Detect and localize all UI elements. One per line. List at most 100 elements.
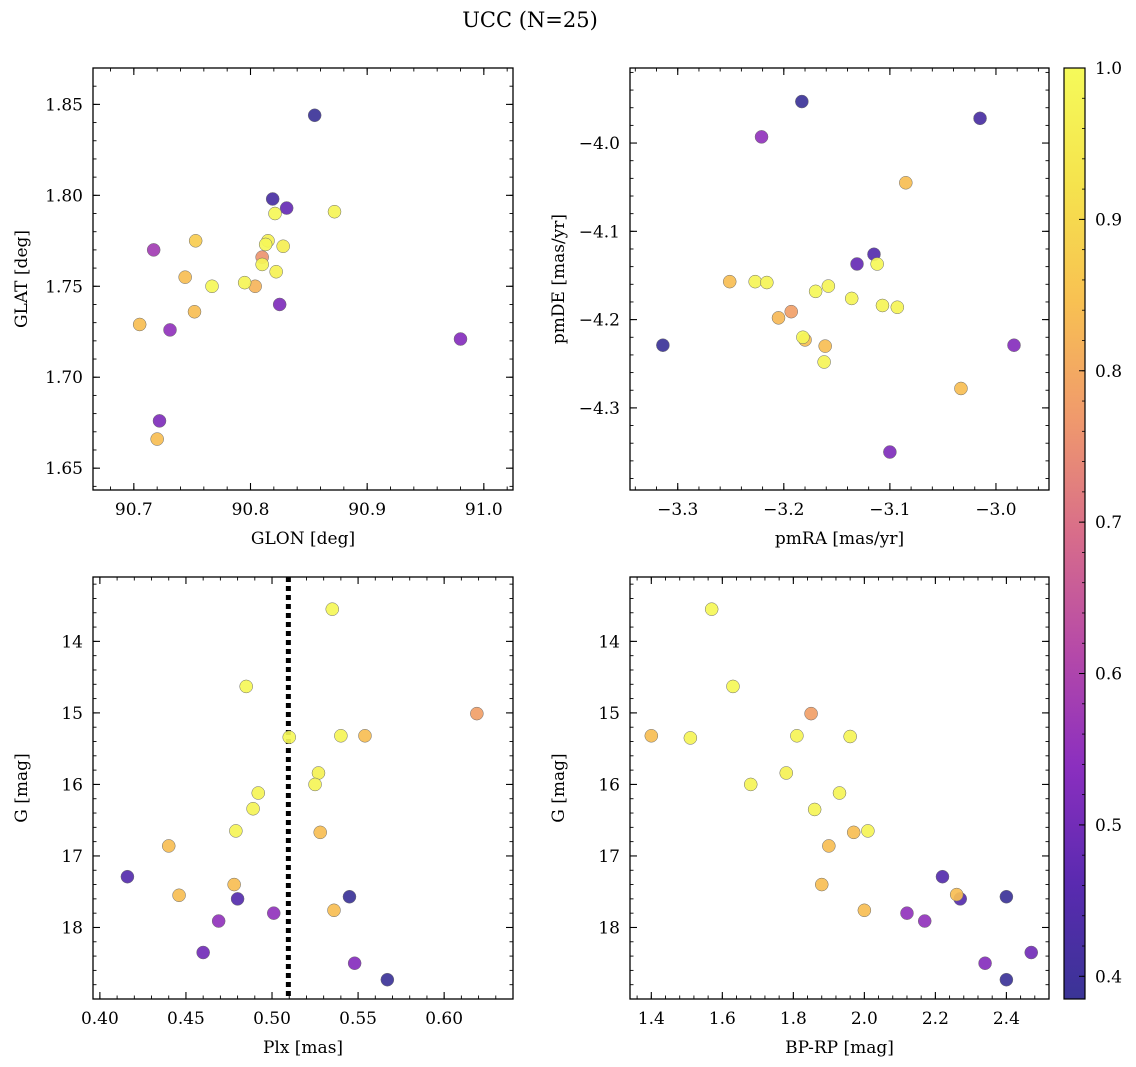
points-p3 [120,602,484,987]
x-tick-label: 0.55 [339,1009,377,1029]
colorbar-tick-label: 1.0 [1095,59,1122,79]
x-axis-label: GLON [deg] [251,529,355,549]
scatter-point [861,824,875,838]
scatter-point [949,887,964,902]
scatter-point [188,234,203,248]
scatter-point [1024,945,1038,960]
y-tick-label: 17 [61,847,83,867]
scatter-point [821,279,836,293]
y-tick-label: 1.65 [45,459,83,479]
y-tick-label: 14 [61,632,83,652]
colorbar-tick-label: 0.7 [1095,513,1122,533]
scatter-point [172,888,186,903]
scatter-point [779,766,793,780]
x-tick-label: 1.4 [638,1009,665,1029]
scatter-point [850,257,864,271]
scatter-point [883,445,897,459]
y-axis-label: GLAT [deg] [12,230,32,328]
y-tick-label: 1.70 [45,368,83,388]
scatter-point [237,275,252,290]
scatter-point [999,889,1014,904]
scatter-point [743,777,758,792]
scatter-point [683,731,698,745]
scatter-point [229,824,243,838]
scatter-point [347,956,362,970]
x-tick-label: −3.2 [763,500,804,520]
scatter-point [832,786,847,800]
ticks-p3: 0.40 0.45 0.50 0.55 0.60 14 15 16 17 18 [61,577,514,1029]
y-tick-label: −4.1 [579,222,620,242]
y-tick-label: 18 [598,918,620,938]
scatter-point [279,201,294,215]
colorbar-tick-label: 0.5 [1095,816,1122,836]
panel-p4: 1.4 1.6 1.8 2.0 2.2 2.4 14 15 16 17 18 BP-RP [mag] G… [549,576,1050,1058]
y-tick-label: −4.0 [579,134,620,154]
scatter-point [269,264,283,279]
x-tick-label: 90.8 [232,500,270,520]
scatter-point [973,111,987,126]
colorbar-tick-label: 0.8 [1095,362,1122,382]
scatter-point [255,257,269,272]
x-tick-label: 1.6 [709,1009,736,1029]
x-tick-label: 0.50 [253,1009,291,1029]
scatter-point [875,298,890,313]
colorbar-frame [1063,67,1086,1000]
scatter-point [327,204,342,219]
y-tick-label: 16 [598,775,620,795]
scatter-panels: 90.7 90.8 90.9 91.0 1.65 1.70 1.75 1.80 1.85 GLON… [12,67,1050,1058]
scatter-point [327,903,341,918]
colorbar-tick-label: 0.4 [1095,967,1122,987]
y-tick-label: 15 [61,704,83,724]
y-tick-label: 1.80 [45,186,83,206]
y-tick-label: 1.85 [45,95,83,115]
scatter-point [196,945,210,960]
axes-frame [629,576,1050,1000]
scatter-point [470,706,484,721]
figure-title: UCC (N=25) [462,8,598,32]
x-tick-label: 0.40 [81,1009,119,1029]
scatter-point [900,906,914,920]
scatter-point [722,274,737,289]
x-axis-label: pmRA [mas/yr] [775,529,904,549]
axes-frame [629,67,1050,491]
y-tick-label: 17 [598,847,620,867]
points-p1 [132,108,468,446]
y-tick-label: −4.2 [579,311,620,331]
scatter-point [178,270,192,284]
panel-p1: 90.7 90.8 90.9 91.0 1.65 1.70 1.75 1.80 1.85 GLON… [12,67,514,549]
points-p4 [644,602,1038,987]
scatter-point [808,284,823,299]
scatter-point [161,839,176,853]
scatter-point [266,906,281,920]
ticks-p1: 90.7 90.8 90.9 91.0 1.65 1.70 1.75 1.80 1.85 [45,67,513,520]
scatter-point [268,206,282,221]
colorbar: 0.4 0.5 0.6 0.7 0.8 0.9 1.0 [1063,59,1122,1000]
ticks-p2: −3.3 −3.2 −3.1 −3.0 −4.3 −4.2 −4.1 −4.0 [579,68,1049,520]
scatter-point [857,903,872,918]
scatter-point [754,130,769,144]
scatter-point [152,414,167,428]
scatter-point [843,729,857,744]
points-p2 [656,94,1021,459]
scatter-point [258,237,273,252]
x-tick-label: 91.0 [465,500,503,520]
scatter-point [846,825,861,840]
scatter-point [890,300,905,315]
scatter-point [784,304,798,319]
scatter-point [804,706,818,721]
scatter-point [146,243,161,257]
x-tick-label: 0.45 [167,1009,205,1029]
x-tick-label: 1.8 [780,1009,807,1029]
y-tick-label: 18 [61,918,83,938]
x-tick-label: 90.9 [348,500,386,520]
scatter-point [211,914,226,928]
scatter-point [760,275,774,290]
y-axis-label: G [mag] [12,753,32,822]
y-axis-label: pmDE [mas/yr] [549,214,569,344]
panel-p3: 0.40 0.45 0.50 0.55 0.60 14 15 16 17 18 Plx [mas] G… [12,576,514,1058]
x-tick-label: −3.0 [975,500,1016,520]
scatter-point [230,892,245,906]
scatter-point [342,889,357,904]
scatter-point [954,381,968,396]
